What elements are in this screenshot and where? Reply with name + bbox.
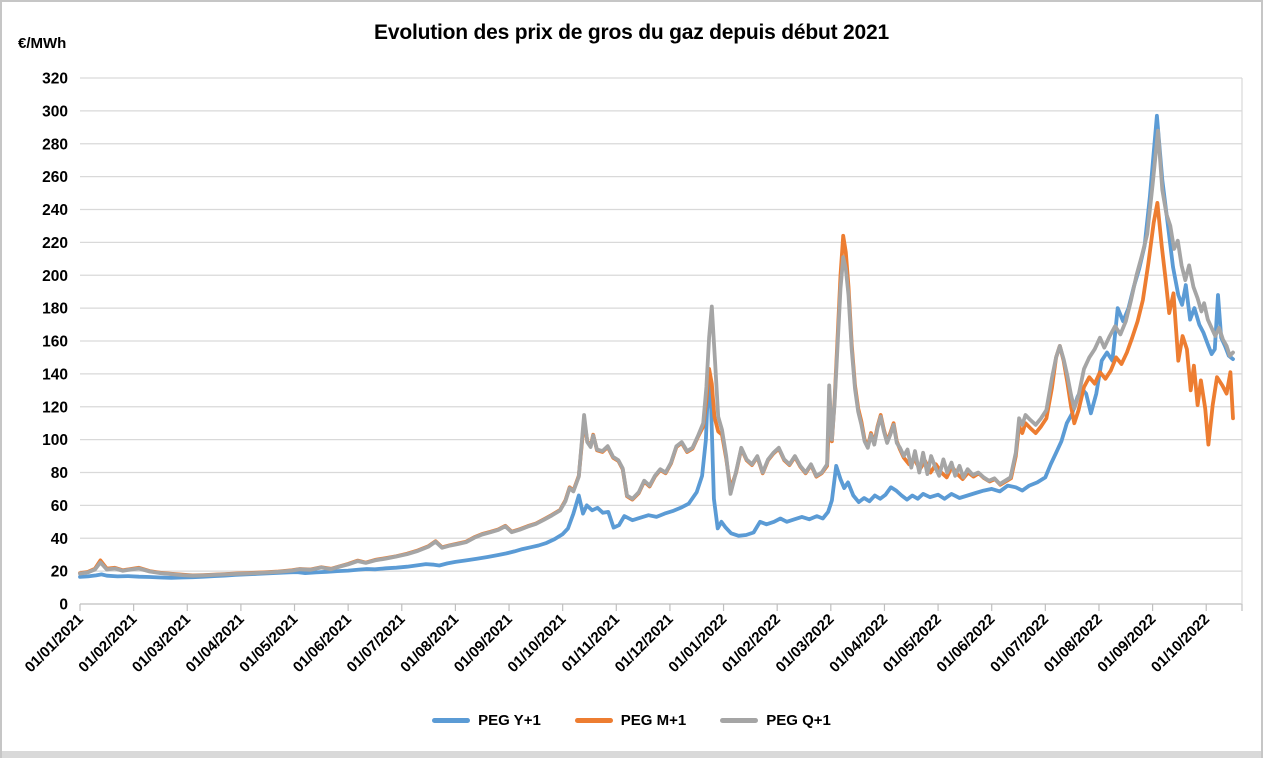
legend-item-peg-m1: PEG M+1 <box>574 712 687 729</box>
series-line-peg-q-1 <box>78 128 1235 578</box>
legend-label-peg-q1: PEG Q+1 <box>766 712 831 729</box>
legend-label-peg-y1: PEG Y+1 <box>478 712 541 729</box>
y-tick-label: 260 <box>42 169 68 186</box>
y-tick-label: 140 <box>42 366 68 383</box>
y-tick-label: 320 <box>42 71 68 88</box>
y-tick-label: 280 <box>42 136 68 153</box>
y-tick-label: 160 <box>42 334 68 351</box>
y-tick-label: 240 <box>42 202 68 219</box>
series-line-peg-y-1 <box>78 113 1235 580</box>
y-tick-label: 20 <box>51 564 68 581</box>
y-tick-label: 100 <box>42 432 68 449</box>
series-line-peg-m-1 <box>78 201 1235 578</box>
y-tick-label: 220 <box>42 235 68 252</box>
y-tick-label: 200 <box>42 268 68 285</box>
y-tick-label: 120 <box>42 399 68 416</box>
peg-q1-line-swatch-icon <box>720 718 759 723</box>
x-tick-label: 01/10/2022 <box>1148 611 1213 676</box>
x-tick-label: 01/10/2021 <box>504 611 569 676</box>
y-tick-label: 300 <box>42 103 68 120</box>
y-tick-label: 0 <box>59 597 68 614</box>
y-tick-label: 60 <box>51 498 68 515</box>
peg-y1-line-swatch-icon <box>432 718 471 723</box>
y-tick-label: 180 <box>42 301 68 318</box>
y-tick-label: 80 <box>51 465 68 482</box>
chart-title: Evolution des prix de gros du gaz depuis… <box>374 21 889 44</box>
y-axis-unit-label: €/MWh <box>18 35 67 52</box>
legend-item-peg-q1: PEG Q+1 <box>720 712 831 729</box>
window-bottom-edge <box>2 751 1261 758</box>
y-tick-label: 40 <box>51 531 68 548</box>
chart-legend: PEG Y+1 PEG M+1 PEG Q+1 <box>2 712 1261 729</box>
peg-m1-line-swatch-icon <box>574 718 613 723</box>
legend-label-peg-m1: PEG M+1 <box>620 712 687 729</box>
legend-item-peg-y1: PEG Y+1 <box>432 712 541 729</box>
